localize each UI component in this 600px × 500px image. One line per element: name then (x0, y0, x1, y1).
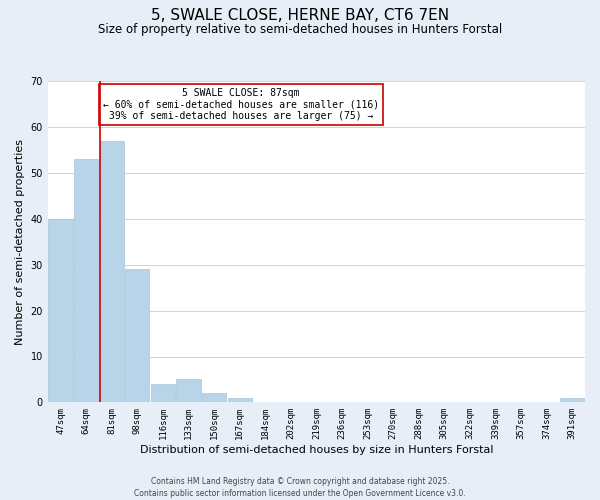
Text: 5, SWALE CLOSE, HERNE BAY, CT6 7EN: 5, SWALE CLOSE, HERNE BAY, CT6 7EN (151, 8, 449, 22)
Bar (151, 384, 175, 402)
X-axis label: Distribution of semi-detached houses by size in Hunters Forstal: Distribution of semi-detached houses by … (140, 445, 493, 455)
Text: Contains HM Land Registry data © Crown copyright and database right 2025.
Contai: Contains HM Land Registry data © Crown c… (134, 476, 466, 498)
Bar (74, 160, 98, 402)
Bar (176, 380, 200, 402)
Bar (49, 219, 73, 402)
Text: Size of property relative to semi-detached houses in Hunters Forstal: Size of property relative to semi-detach… (98, 22, 502, 36)
Bar (100, 141, 124, 403)
Bar (227, 398, 252, 402)
Text: 5 SWALE CLOSE: 87sqm
← 60% of semi-detached houses are smaller (116)
39% of semi: 5 SWALE CLOSE: 87sqm ← 60% of semi-detac… (103, 88, 379, 121)
Bar (560, 398, 584, 402)
Bar (125, 270, 149, 402)
Bar (202, 393, 226, 402)
Y-axis label: Number of semi-detached properties: Number of semi-detached properties (15, 139, 25, 345)
